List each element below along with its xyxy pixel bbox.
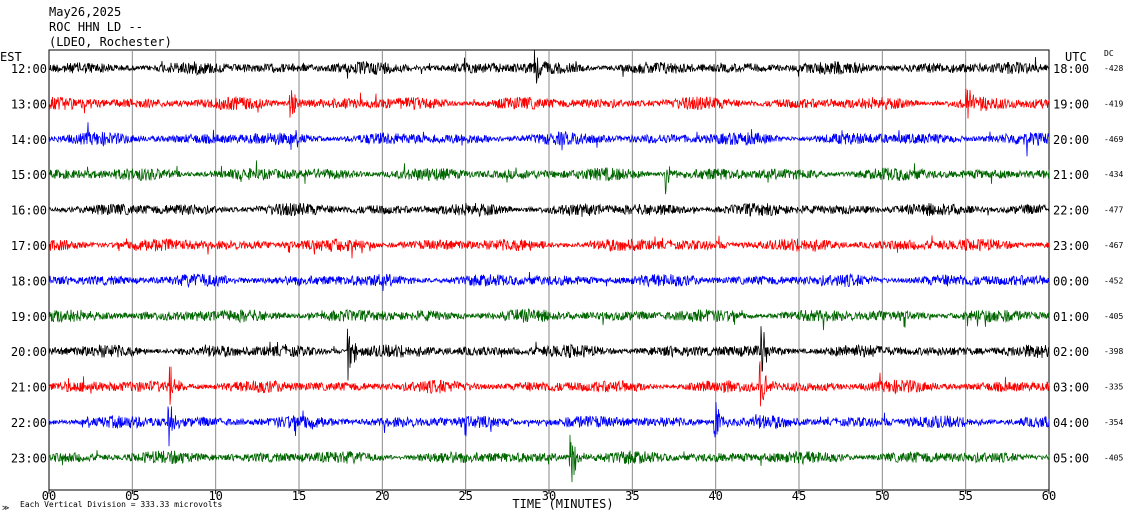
est-hour-label: 18:00 [11, 274, 47, 288]
seismic-trace-1600 [48, 202, 1050, 218]
x-tick-label: 40 [708, 489, 722, 503]
dc-offset-label: -477 [1104, 206, 1123, 215]
est-hour-label: 14:00 [11, 133, 47, 147]
x-tick-label: 20 [375, 489, 389, 503]
utc-hour-label: 03:00 [1053, 381, 1089, 395]
dc-offset-label: -428 [1104, 64, 1123, 73]
vertical-gridlines [131, 50, 967, 490]
utc-hour-label: 04:00 [1053, 416, 1089, 430]
est-hour-label: 12:00 [11, 62, 47, 76]
x-tick-label: 55 [958, 489, 972, 503]
x-axis-ticks: 00 05 10 15 20 25 30 35 40 45 50 55 60 [42, 489, 1056, 503]
est-hour-label: 17:00 [11, 239, 47, 253]
seismic-trace-2200 [48, 402, 1050, 447]
est-hour-label: 23:00 [11, 451, 47, 465]
x-tick-label: 25 [458, 489, 472, 503]
utc-axis-label: UTC [1065, 50, 1087, 64]
station-code: ROC HHN LD -- [49, 20, 143, 34]
utc-hour-label: 19:00 [1053, 97, 1089, 111]
utc-hour-label: 01:00 [1053, 310, 1089, 324]
dc-offset-labels: -428 -419 -469 -434 -477 -467 -452 -405 -398 -335… [1104, 64, 1123, 462]
dc-offset-label: -335 [1104, 383, 1123, 392]
seismic-trace-2300 [48, 434, 1050, 483]
dc-offset-label: -398 [1104, 347, 1123, 356]
x-tick-label: 05 [125, 489, 139, 503]
dc-offset-label: -452 [1104, 276, 1123, 285]
x-tick-label: 15 [292, 489, 306, 503]
x-tick-label: 35 [625, 489, 639, 503]
x-tick-label: 60 [1042, 489, 1056, 503]
est-hour-label: 22:00 [11, 416, 47, 430]
est-hour-label: 15:00 [11, 168, 47, 182]
x-tick-label: 45 [792, 489, 806, 503]
dc-offset-label: -405 [1104, 312, 1123, 321]
dc-axis-label: DC [1104, 49, 1114, 58]
dc-offset-label: -419 [1104, 99, 1123, 108]
est-hour-label: 21:00 [11, 381, 47, 395]
utc-hour-label: 22:00 [1053, 204, 1089, 218]
seismic-trace-1400 [48, 122, 1050, 157]
x-tick-label: 00 [42, 489, 56, 503]
dc-offset-label: -469 [1104, 135, 1123, 144]
seismic-traces [48, 49, 1050, 483]
dc-offset-label: -354 [1104, 418, 1123, 427]
x-axis-title: TIME (MINUTES) [512, 497, 613, 511]
seismic-trace-2000 [48, 326, 1050, 381]
x-tick-label: 30 [542, 489, 556, 503]
dc-offset-label: -405 [1104, 453, 1123, 462]
utc-hour-label: 20:00 [1053, 133, 1089, 147]
seismic-trace-2100 [48, 361, 1050, 407]
chart-date: May26,2025 [49, 5, 121, 19]
est-hour-label: 13:00 [11, 97, 47, 111]
utc-hour-label: 21:00 [1053, 168, 1089, 182]
utc-hour-label: 02:00 [1053, 345, 1089, 359]
utc-hour-label: 00:00 [1053, 274, 1089, 288]
est-hour-label: 16:00 [11, 204, 47, 218]
seismic-trace-1800 [48, 271, 1050, 292]
x-tick-label: 50 [875, 489, 889, 503]
est-hour-labels: 12:00 13:00 14:00 15:00 16:00 17:00 18:00 19:00… [11, 62, 47, 465]
est-hour-label: 19:00 [11, 310, 47, 324]
utc-hour-labels: 18:00 19:00 20:00 21:00 22:00 23:00 00:00 01:00… [1053, 62, 1089, 465]
seismic-trace-1200 [48, 49, 1050, 84]
utc-hour-label: 05:00 [1053, 451, 1089, 465]
seismic-trace-1300 [48, 88, 1050, 119]
dc-offset-label: -467 [1104, 241, 1123, 250]
seismic-trace-1500 [48, 160, 1050, 195]
vertical-scale-note: Each Vertical Division = 333.33 microvol… [20, 500, 222, 509]
utc-hour-label: 23:00 [1053, 239, 1089, 253]
est-axis-label: EST [0, 50, 22, 64]
footer-icon: ≫ [2, 504, 9, 512]
dc-offset-label: -434 [1104, 170, 1123, 179]
utc-hour-label: 18:00 [1053, 62, 1089, 76]
seismic-trace-1700 [48, 235, 1050, 259]
seismic-trace-1900 [48, 308, 1050, 331]
x-tick-label: 10 [208, 489, 222, 503]
network-location: (LDEO, Rochester) [49, 35, 172, 49]
est-hour-label: 20:00 [11, 345, 47, 359]
